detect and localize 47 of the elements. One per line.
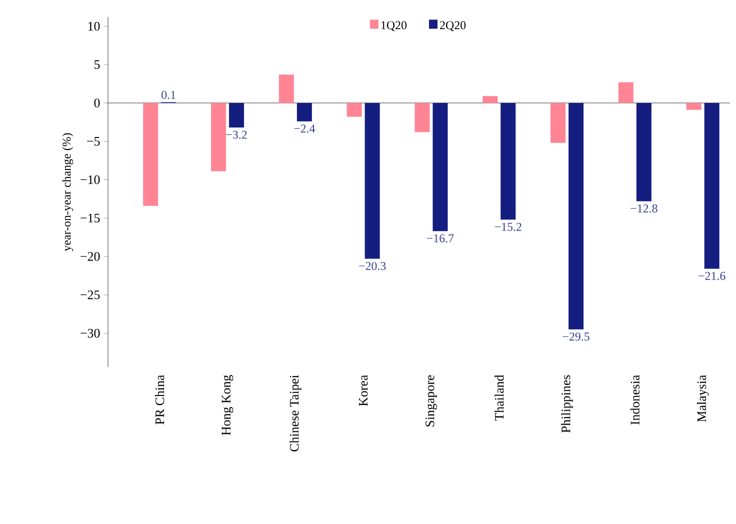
bar xyxy=(500,102,516,220)
bar xyxy=(346,102,362,117)
data-label: −16.7 xyxy=(426,234,454,242)
bar xyxy=(432,102,448,232)
y-tick-label: −20 xyxy=(80,252,100,261)
bar xyxy=(636,102,652,202)
bar xyxy=(550,102,566,143)
data-label: −15.2 xyxy=(494,222,522,231)
x-tick-label: Thailand xyxy=(494,374,504,421)
y-tick-label: 10 xyxy=(88,22,100,31)
x-tick-label: Malaysia xyxy=(696,374,709,422)
data-label: −29.5 xyxy=(562,332,590,341)
x-tick-label: Philippines xyxy=(561,375,573,433)
bar xyxy=(229,102,244,128)
legend-label: 1Q20 xyxy=(381,21,407,32)
data-label: 0.1 xyxy=(162,90,176,100)
bar xyxy=(211,102,226,172)
x-tick-label: PR China xyxy=(155,374,164,424)
y-tick-label: −5 xyxy=(87,137,100,146)
bar xyxy=(414,102,430,132)
y-tick-label: −15 xyxy=(80,214,100,222)
data-label: −2.4 xyxy=(294,124,316,133)
bar xyxy=(568,102,584,330)
bar xyxy=(364,102,380,259)
data-label: −3.2 xyxy=(226,130,247,139)
bar xyxy=(704,102,720,269)
y-axis-title: year-on-year change (%) xyxy=(62,133,74,252)
y-tick-label: −30 xyxy=(80,328,100,338)
bar xyxy=(618,82,634,103)
data-label: −12.8 xyxy=(630,204,658,213)
x-tick-label: Chinese Taipei xyxy=(290,374,302,452)
data-label: −20.3 xyxy=(359,262,386,270)
bar xyxy=(296,102,312,122)
y-tick-label: −10 xyxy=(80,175,100,184)
x-tick-label: Singapore xyxy=(426,375,437,426)
y-tick-label: −25 xyxy=(80,290,100,300)
bar xyxy=(482,96,498,103)
x-tick-label: Korea xyxy=(359,374,368,406)
data-label: −21.6 xyxy=(698,272,726,280)
x-tick-label: Hong Kong xyxy=(222,375,234,436)
y-tick-label: 0 xyxy=(94,98,100,108)
bar xyxy=(686,102,702,110)
y-tick-label: 5 xyxy=(94,60,100,69)
legend-label: 2Q20 xyxy=(440,21,466,32)
bar xyxy=(278,74,294,103)
bar xyxy=(143,102,158,206)
x-tick-label: Indonesia xyxy=(630,374,640,425)
